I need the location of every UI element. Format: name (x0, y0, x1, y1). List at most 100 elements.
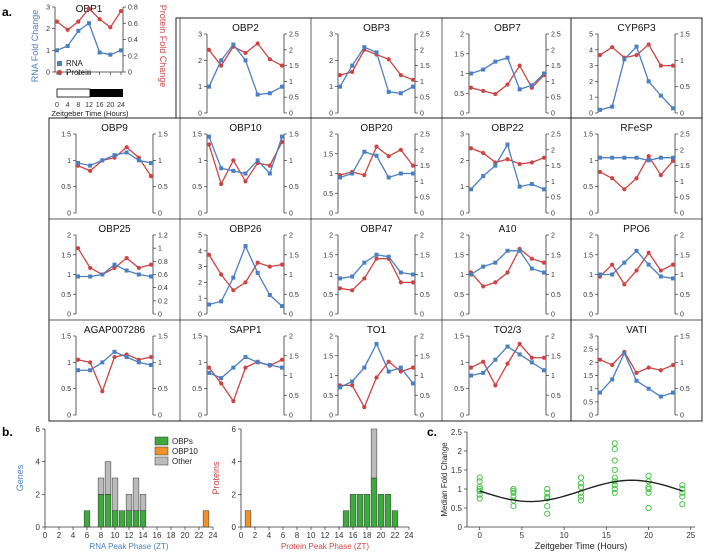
panel-title: OBP3 (363, 23, 390, 34)
rna-point (219, 58, 224, 63)
y-tick-label: 4 (232, 458, 237, 467)
x-tick-label: 24 (117, 102, 125, 109)
right-tick-label: 1.5 (420, 63, 430, 70)
scatter-point (476, 491, 483, 498)
right-tick-label: 0.5 (680, 386, 690, 393)
right-tick-label: 2 (289, 334, 293, 341)
light-phase-bar (56, 88, 91, 98)
rna-point (374, 252, 379, 257)
protein-axis-label: Protein Fold Change (158, 5, 168, 88)
left-tick-label: 5 (198, 233, 202, 240)
right-tick-label: 0 (420, 211, 424, 218)
left-tick-label: 0 (46, 70, 50, 77)
left-tick-label: 0 (329, 312, 333, 319)
left-tick-label: 2 (329, 233, 333, 240)
x-axis-title: Zeitgeber Time (Hours) (535, 541, 628, 551)
left-tick-label: 0 (589, 211, 593, 218)
y-axis-title: Median Fold Change (440, 442, 449, 517)
rna-point (231, 42, 236, 47)
x-tick-label: 5 (520, 531, 525, 540)
right-tick-label: 0.5 (680, 84, 690, 91)
protein-point (206, 142, 212, 147)
y-tick-label: 0.5 (451, 504, 463, 513)
right-tick-label: 1.5 (680, 163, 690, 170)
y-tick-label: 2 (458, 447, 463, 456)
right-tick-label: 0.4 (158, 285, 168, 292)
right-tick-label: 2 (680, 233, 684, 240)
scatter-point (476, 484, 483, 491)
bar-other (139, 494, 147, 511)
left-tick-label: 1 (589, 95, 593, 102)
y-axis-title: Genes (15, 464, 25, 491)
scatter-point (577, 474, 585, 481)
rna-point (493, 163, 498, 168)
panel-title: AGAP007286 (84, 325, 146, 336)
right-tick-label: 0.5 (420, 292, 430, 299)
protein-point (646, 154, 651, 159)
right-tick-label: 0.5 (420, 195, 430, 202)
legend-swatch-obps (154, 436, 169, 446)
left-tick-label: 1.5 (323, 252, 333, 259)
right-tick-label: 1.5 (158, 334, 168, 341)
rna-point (76, 274, 80, 279)
rna-point (517, 184, 522, 189)
rna-point (338, 276, 342, 281)
y-tick-label: 6 (36, 425, 41, 434)
rna-point (338, 385, 342, 390)
left-tick-label: 0.5 (192, 386, 202, 393)
left-tick-label: 2 (589, 360, 593, 367)
rna-point (149, 362, 153, 367)
median-scatter: 0 0.5 1 1.5 2 2.5 0 5 10 15 20 25 Zeitgeber Time (Ho… (440, 428, 696, 551)
protein-point (362, 405, 367, 410)
protein-point (410, 163, 416, 168)
protein-point (386, 359, 391, 364)
left-tick-label: 2 (589, 79, 593, 86)
y-tick-label: 0 (232, 523, 237, 532)
rna-point (231, 365, 236, 370)
left-tick-label: 1.5 (583, 252, 593, 259)
protein-point (468, 365, 474, 370)
left-tick-label: 2 (329, 132, 333, 139)
protein-point (597, 52, 603, 58)
rna-point (280, 304, 284, 309)
scatter-point (476, 478, 483, 485)
right-tick-label: 2 (420, 147, 424, 154)
rna-point (267, 293, 272, 298)
panel-obp10: OBP10 0 0.5 1 1.5 0 0.5 1 1.5 (192, 123, 299, 218)
left-tick-label: 1 (460, 360, 464, 367)
bar-obp10 (244, 510, 252, 528)
rna-point (634, 155, 639, 160)
protein-point (374, 144, 379, 149)
x-tick-label: 24 (209, 531, 218, 540)
protein-point (136, 265, 141, 271)
rna-point (505, 344, 510, 349)
right-tick-label: 1.5 (158, 132, 168, 139)
y-tick-label: 1.5 (451, 466, 463, 475)
rna-point (374, 50, 379, 55)
time-axis-label: Zeitgeber Time (Hours) (51, 109, 129, 118)
protein-point (243, 365, 248, 370)
rna-axis-label: RNA Fold Change (30, 10, 40, 83)
protein-point (493, 383, 498, 388)
right-tick-label: 0.5 (289, 95, 299, 102)
x-tick-label: 2 (57, 531, 62, 540)
protein-point (112, 354, 117, 360)
protein-point (529, 355, 534, 360)
rna-point (622, 351, 627, 356)
protein-point (206, 47, 212, 52)
scatter-point (611, 482, 618, 489)
panel-title: OBP26 (229, 224, 262, 235)
rna-point (386, 89, 391, 94)
rna-point (280, 134, 284, 139)
right-tick-label: 1.5 (680, 334, 690, 341)
rna-point (481, 67, 486, 72)
protein-point (634, 370, 639, 375)
rna-point (529, 266, 534, 271)
right-tick-label: 2 (551, 47, 555, 54)
left-tick-label: 1 (460, 184, 464, 191)
bar-obps (104, 494, 112, 528)
x-tick-label: 14 (139, 531, 148, 540)
x-tick-label: 16 (349, 531, 358, 540)
